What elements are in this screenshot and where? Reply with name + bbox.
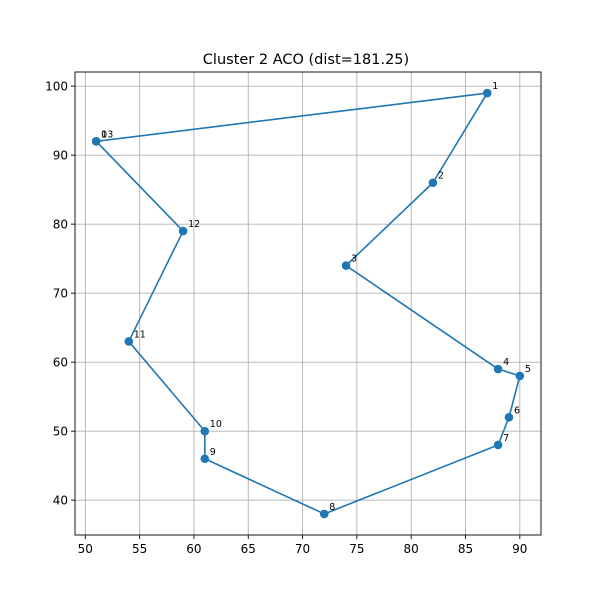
point-label: 10 <box>210 419 222 430</box>
point-label: 0 <box>101 129 107 140</box>
x-tick-label: 70 <box>295 542 310 556</box>
route-line <box>95 92 521 515</box>
route-point <box>200 454 210 464</box>
point-label: 4 <box>503 357 509 368</box>
route-point <box>319 509 329 519</box>
x-tick-label: 55 <box>132 542 147 556</box>
point-label: 7 <box>503 433 509 444</box>
point-label: 11 <box>134 329 146 340</box>
route-point <box>493 364 503 374</box>
point-label: 9 <box>210 447 216 458</box>
y-tick-label: 60 <box>53 355 68 369</box>
point-label: 13 <box>101 129 113 140</box>
x-tick-label: 90 <box>512 542 527 556</box>
route-point <box>482 88 492 98</box>
chart-title: Cluster 2 ACO (dist=181.25) <box>203 52 409 68</box>
x-tick-label: 80 <box>404 542 419 556</box>
axes-frame <box>74 71 542 536</box>
point-label: 2 <box>438 171 444 182</box>
y-tick-label: 70 <box>53 286 68 300</box>
point-label: 6 <box>514 405 520 416</box>
x-tick-label: 75 <box>349 542 364 556</box>
route-points <box>91 88 525 519</box>
grid <box>75 72 541 535</box>
y-tick-label: 40 <box>53 493 68 507</box>
route-point <box>124 337 134 346</box>
route-point <box>341 261 351 270</box>
route-point <box>428 178 438 188</box>
route-path <box>95 92 521 515</box>
point-label: 8 <box>329 502 335 513</box>
y-tick-label: 80 <box>53 217 68 231</box>
route-point <box>178 226 188 236</box>
point-label: 1 <box>492 81 498 92</box>
point-label: 5 <box>525 364 531 375</box>
y-tick-label: 90 <box>53 148 68 162</box>
route-point <box>515 371 525 381</box>
point-label: 12 <box>188 219 200 230</box>
y-tick-label: 100 <box>45 79 68 93</box>
y-tick-label: 50 <box>53 424 68 438</box>
x-tick-label: 50 <box>78 542 93 556</box>
x-tick-label: 85 <box>458 542 473 556</box>
route-point <box>200 426 210 436</box>
x-tick-label: 65 <box>241 542 256 556</box>
point-label: 3 <box>351 254 357 265</box>
route-point <box>493 440 503 450</box>
x-tick-label: 60 <box>186 542 201 556</box>
route-point <box>91 137 101 146</box>
route-point <box>504 413 514 422</box>
